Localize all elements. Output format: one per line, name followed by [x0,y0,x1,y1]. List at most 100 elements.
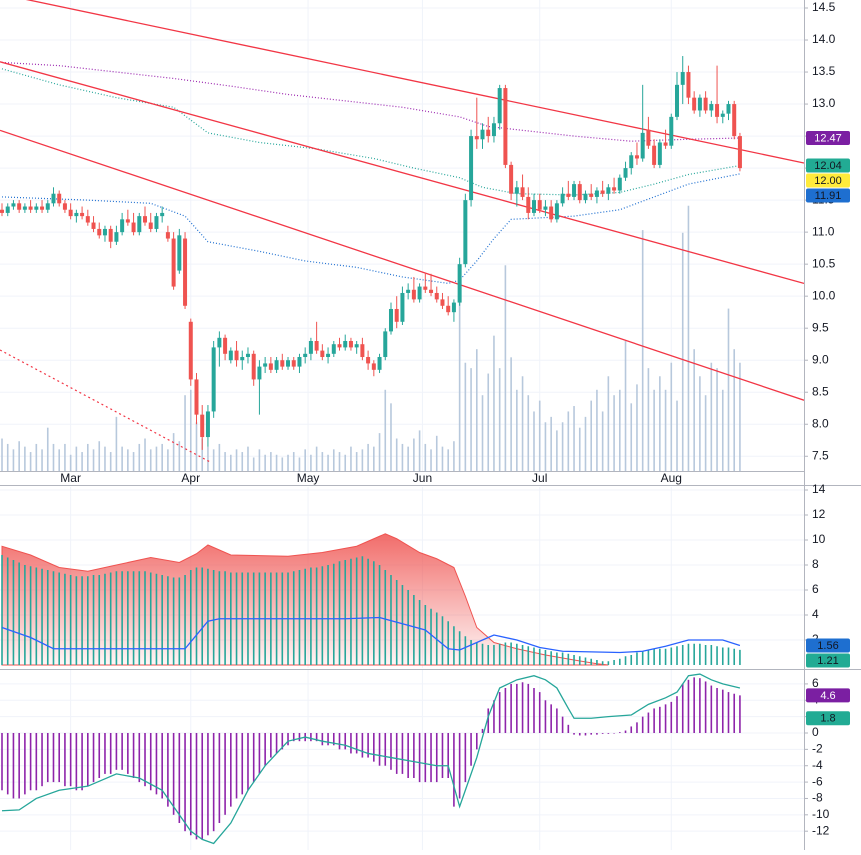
histogram-bar [304,568,306,665]
candle-body [245,353,250,358]
histogram-bar [470,640,472,665]
y-tick-label: 14.0 [812,32,836,46]
histogram-bar [636,652,638,665]
y-tick-label: 6 [812,582,819,596]
line-series [0,61,804,284]
candle-body [137,216,142,233]
candle-body [5,206,10,213]
price-tag-label: 11.91 [815,190,842,202]
histogram-bar [544,700,547,733]
volume-bar [498,368,501,471]
candle-body [240,357,245,361]
volume-bar [458,295,461,471]
volume-bar [64,443,66,471]
candle-body [85,216,90,223]
price-tag-label: 12.00 [814,175,842,187]
candle-body [251,353,256,380]
volume-bar [201,438,204,471]
histogram-bar [161,733,163,799]
histogram-bar [81,733,83,791]
volume-bar [533,411,535,471]
volume-bar [264,454,266,471]
volume-bar [378,433,381,471]
histogram-bar [544,650,547,665]
histogram-bar [149,572,152,665]
histogram-bar [487,708,490,733]
histogram-bar [121,733,123,770]
price-tag [806,158,850,173]
line-series [1,673,741,845]
volume-bar [624,341,627,471]
candle-body [205,411,210,438]
histogram-bar [132,571,135,665]
histogram-bar [355,557,358,665]
y-tick-label: 13.5 [812,64,836,78]
histogram-bar [127,571,129,665]
histogram-bar [178,577,181,665]
candle-body [28,206,33,210]
histogram-bar [1,555,3,665]
histogram-bar [115,571,118,665]
histogram-bar [739,649,741,665]
candle-body [417,286,422,300]
histogram-bar [699,643,701,665]
histogram-bar [373,733,375,762]
histogram-bar [664,648,667,665]
candle-body [274,360,279,370]
histogram-bar [361,556,364,665]
candle-body [520,187,525,197]
volume-bar [247,446,249,471]
histogram-bar [447,733,449,778]
y-tick-label: 8.5 [812,384,829,398]
histogram-bar [52,733,55,783]
histogram-bar [424,605,427,665]
volume-bar [733,349,736,471]
x-tick-label: Apr [181,471,200,485]
histogram-bar [6,733,9,795]
histogram-bar [670,701,673,733]
volume-bar [52,443,55,471]
y-tick-label: -6 [812,774,823,788]
candle-body [629,155,634,169]
candle-body [594,190,599,197]
candle-body [634,155,639,159]
histogram-bar [424,733,427,783]
histogram-bar [298,733,301,742]
histogram-bar [538,648,541,665]
histogram-bar [6,557,9,665]
histogram-bar [138,733,141,783]
volume-bar [98,441,101,471]
y-tick-label: 10.0 [812,288,836,302]
histogram-bar [699,678,701,733]
price-tag-label: 1.8 [820,713,835,725]
histogram-bar [647,712,650,733]
histogram-bar [29,566,32,665]
volume-bar [578,427,581,471]
volume-bar [218,443,221,471]
y-tick-label: 9.0 [812,352,829,366]
histogram-bar [58,572,61,665]
histogram-bar [155,733,158,795]
y-tick-label: 10 [812,532,826,546]
price-tag [806,131,850,146]
candle-body [457,264,462,303]
histogram-bar [92,575,95,665]
volume-bar [727,308,730,471]
histogram-bar [641,651,644,665]
histogram-bar [435,733,438,783]
volume-bar [590,400,593,471]
y-tick-label: 9.5 [812,320,829,334]
volume-bar [430,449,432,471]
histogram-bar [149,733,152,791]
y-tick-label: 4 [812,607,819,621]
candle-body [183,238,188,306]
volume-bar [435,435,438,471]
histogram-bar [481,643,484,665]
histogram-bar [733,648,736,665]
volume-bar [344,454,347,471]
histogram-bar [235,733,238,799]
histogram-bar [510,642,512,665]
volume-bar [287,454,289,471]
histogram-bar [550,704,552,733]
histogram-bar [167,733,169,807]
